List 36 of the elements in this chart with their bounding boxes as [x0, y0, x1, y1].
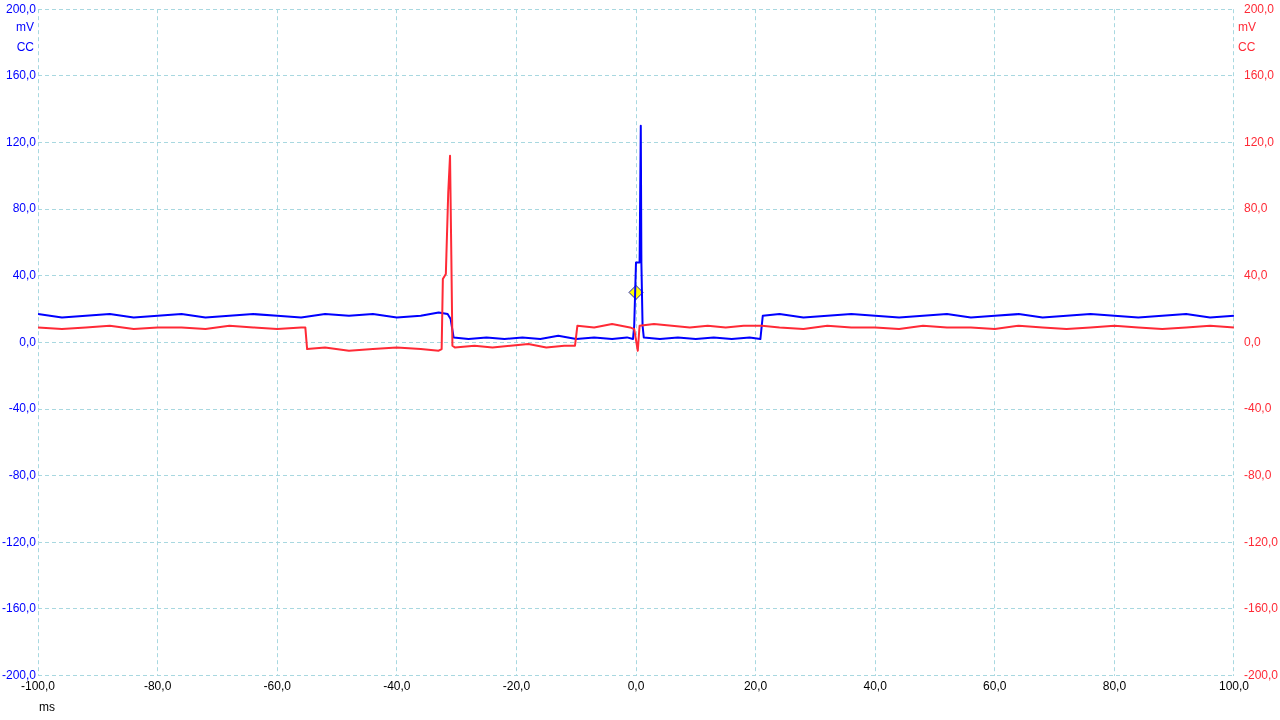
y-tick-label: -40,0	[8, 401, 37, 416]
x-tick-label: 0,0	[627, 679, 645, 694]
y-tick-label: -120,0	[1, 534, 37, 549]
y-tick-label: 0,0	[19, 334, 37, 349]
y2-tick-label: 80,0	[1243, 201, 1268, 216]
y2-tick-label: 200,0	[1243, 1, 1275, 16]
y2-tick-label: -40,0	[1243, 401, 1272, 416]
y2-tick-label: 160,0	[1243, 68, 1275, 83]
y2-tick-label: 120,0	[1243, 134, 1275, 149]
x-tick-label: 20,0	[743, 679, 768, 694]
x-tick-label: 40,0	[863, 679, 888, 694]
x-tick-label: 100,0	[1218, 679, 1250, 694]
y-tick-label: 80,0	[12, 201, 37, 216]
x-tick-label: -100,0	[21, 679, 56, 694]
y-tick-label: 200,0	[5, 1, 37, 16]
y-tick-label: -200,0	[1, 667, 37, 682]
y2-tick-label: -80,0	[1243, 467, 1272, 482]
x-tick-label: -80,0	[143, 679, 172, 694]
y2-tick-label: 0,0	[1243, 334, 1261, 349]
y-tick-label: -160,0	[1, 601, 37, 616]
x-tick-label: 60,0	[983, 679, 1007, 694]
x-axis-title: ms	[39, 699, 56, 714]
x-tick-label: -40,0	[383, 679, 411, 694]
x-tick-label: 80,0	[1102, 679, 1127, 694]
x-tick-label: -20,0	[502, 679, 531, 694]
y2-tick-label: 40,0	[1243, 268, 1268, 283]
y-tick-label: -80,0	[8, 467, 37, 482]
y2-tick-label: -160,0	[1243, 601, 1279, 616]
y-tick-label: 160,0	[5, 68, 37, 83]
y2-tick-label: -200,0	[1243, 667, 1279, 682]
y2-tick-label: -120,0	[1243, 534, 1279, 549]
y-tick-label: 120,0	[5, 134, 37, 149]
y-axis-title: mV CC	[16, 19, 35, 54]
y-tick-label: 40,0	[12, 268, 37, 283]
y2-axis-title: mV CC	[1237, 19, 1256, 54]
x-tick-label: -60,0	[263, 679, 292, 694]
